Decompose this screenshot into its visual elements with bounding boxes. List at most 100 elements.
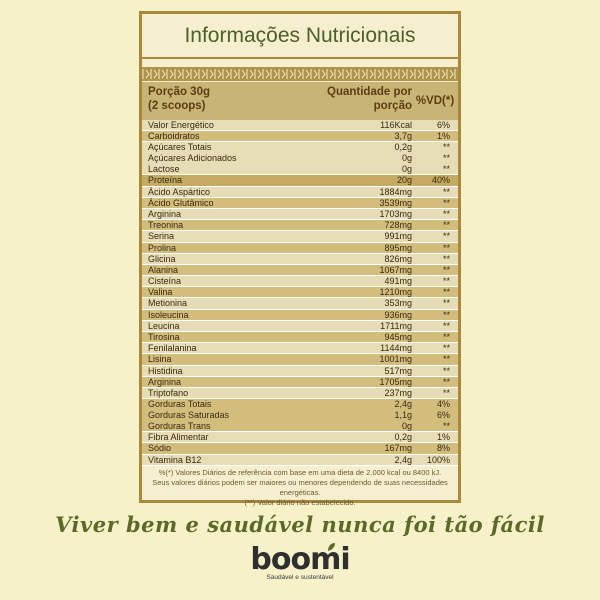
- leaf-icon: [328, 543, 335, 551]
- portion-size: Porção 30g: [148, 86, 210, 98]
- nutrient-vd: 40%: [431, 175, 450, 186]
- nutrient-vd: **: [442, 365, 450, 376]
- nutrient-quantity: 1001mg: [379, 354, 412, 365]
- nutrient-quantity: 0g: [401, 421, 412, 432]
- nutrient-name: Açúcares Totais: [148, 142, 212, 153]
- nutrient-vd: 100%: [426, 454, 450, 465]
- nutrient-name: Proteína: [148, 175, 183, 186]
- pattern-mark: [294, 69, 302, 79]
- nutrient-vd: **: [442, 287, 450, 298]
- pattern-mark: [302, 69, 310, 79]
- pattern-mark: [406, 69, 414, 79]
- pattern-mark: [446, 69, 454, 79]
- nutrient-vd: **: [442, 220, 450, 231]
- quantity-header-line1: Quantidade por: [327, 86, 412, 98]
- nutrient-quantity: 491mg: [384, 276, 412, 287]
- pattern-mark: [374, 69, 382, 79]
- nutrient-name: Ácido Aspártico: [148, 186, 211, 197]
- pattern-mark: [198, 69, 206, 79]
- pattern-mark: [454, 69, 458, 79]
- nutrient-vd: **: [442, 298, 450, 309]
- pattern-mark: [214, 69, 222, 79]
- pattern-mark: [150, 69, 158, 79]
- nutrient-quantity: 2,4g: [394, 399, 412, 410]
- nutrient-row: Leucina 1711mg **: [142, 320, 458, 332]
- nutrient-quantity: 991mg: [384, 231, 412, 242]
- decorative-pattern-band: [142, 67, 458, 81]
- pattern-mark: [254, 69, 262, 79]
- nutrient-vd: **: [442, 164, 450, 175]
- nutrient-name: Glicina: [148, 253, 176, 264]
- nutrient-name: Gorduras Totais: [148, 399, 212, 410]
- nutrient-vd: **: [442, 332, 450, 342]
- nutrient-quantity: 3539mg: [379, 197, 412, 208]
- nutrient-vd: **: [442, 264, 450, 275]
- nutrient-name: Tirosina: [148, 332, 180, 342]
- portion-scoops: (2 scoops): [148, 100, 206, 112]
- nutrient-vd: **: [442, 343, 450, 354]
- slogan: Viver bem e saudável nunca foi tão fácil: [55, 512, 545, 537]
- nutrient-name: Fibra Alimentar: [148, 432, 209, 443]
- nutrient-row: Lisina 1001mg **: [142, 354, 458, 366]
- nutrient-subrow: Açúcares Totais 0,2g **: [142, 142, 458, 153]
- nutrient-row: Serina 991mg **: [142, 231, 458, 243]
- vd-header: %VD(*): [415, 95, 455, 107]
- pattern-mark: [342, 69, 350, 79]
- pattern-mark: [142, 69, 150, 79]
- nutrient-subrow: Açúcares Adicionados 0g **: [142, 153, 458, 164]
- nutrient-vd: **: [442, 208, 450, 219]
- nutrient-vd: 1%: [436, 432, 450, 443]
- nutrient-vd: **: [442, 309, 450, 320]
- pattern-mark: [318, 69, 326, 79]
- nutrition-rows: Valor Energético 116Kcal 6% Carboidratos 3,7…: [142, 120, 458, 466]
- nutrient-subrow: Lactose 0g **: [142, 164, 458, 175]
- nutrient-vd: 8%: [436, 443, 450, 454]
- pattern-mark: [246, 69, 254, 79]
- nutrient-name: Histidina: [148, 365, 183, 376]
- nutrient-name: Arginina: [148, 376, 182, 387]
- nutrient-quantity: 353mg: [384, 298, 412, 309]
- nutrient-row: Fibra Alimentar 0,2g 1%: [142, 432, 458, 444]
- nutrient-row: Arginina 1703mg **: [142, 208, 458, 221]
- nutrient-quantity: 728mg: [384, 220, 412, 231]
- nutrient-vd: **: [442, 276, 450, 287]
- nutrient-name: Serina: [148, 231, 175, 242]
- nutrient-row: Tirosina 945mg **: [142, 332, 458, 344]
- pattern-mark: [262, 69, 270, 79]
- nutrient-name: Isoleucina: [148, 309, 189, 320]
- nutrient-name: Ácido Glutâmico: [148, 197, 214, 208]
- pattern-mark: [334, 69, 342, 79]
- nutrient-row: Isoleucina 936mg **: [142, 309, 458, 321]
- nutrient-vd: 6%: [436, 120, 450, 130]
- nutrient-vd: **: [442, 142, 450, 153]
- footnote-vd: %(*) Valores Diários de referência com b…: [152, 468, 448, 497]
- nutrient-quantity: 1884mg: [379, 186, 412, 197]
- quantity-header-line2: porção: [373, 100, 412, 112]
- pattern-mark: [438, 69, 446, 79]
- table-header: Porção 30g (2 scoops) Quantidade por por…: [142, 82, 458, 120]
- nutrient-name: Valor Energético: [148, 120, 214, 130]
- nutrient-quantity: 116Kcal: [380, 120, 412, 130]
- nutrient-row: Fenilalanina 1144mg **: [142, 343, 458, 355]
- nutrient-vd: **: [442, 153, 450, 164]
- nutrient-vd: **: [442, 421, 450, 432]
- nutrient-row: Vitamina B12 2,4g 100%: [142, 454, 458, 466]
- nutrient-name: Treonina: [148, 220, 184, 231]
- nutrient-name: Gorduras Trans: [148, 421, 211, 432]
- pattern-mark: [222, 69, 230, 79]
- nutrient-quantity: 1210mg: [379, 287, 412, 298]
- nutrient-quantity: 1705mg: [379, 376, 412, 387]
- nutrient-name: Açúcares Adicionados: [148, 153, 237, 164]
- nutrient-vd: **: [442, 387, 450, 398]
- nutrient-quantity: 20g: [396, 175, 412, 186]
- nutrient-name: Triptofano: [148, 387, 189, 398]
- nutrient-row: Valor Energético 116Kcal 6%: [142, 120, 458, 132]
- nutrient-row: Triptofano 237mg **: [142, 387, 458, 400]
- nutrient-vd: 4%: [436, 399, 450, 410]
- nutrient-vd: **: [442, 242, 450, 253]
- nutrient-subrow: Gorduras Saturadas 1,1g 6%: [142, 410, 458, 421]
- pattern-mark: [206, 69, 214, 79]
- pattern-mark: [166, 69, 174, 79]
- nutrient-vd: **: [442, 354, 450, 365]
- nutrient-row: Ácido Aspártico 1884mg **: [142, 186, 458, 198]
